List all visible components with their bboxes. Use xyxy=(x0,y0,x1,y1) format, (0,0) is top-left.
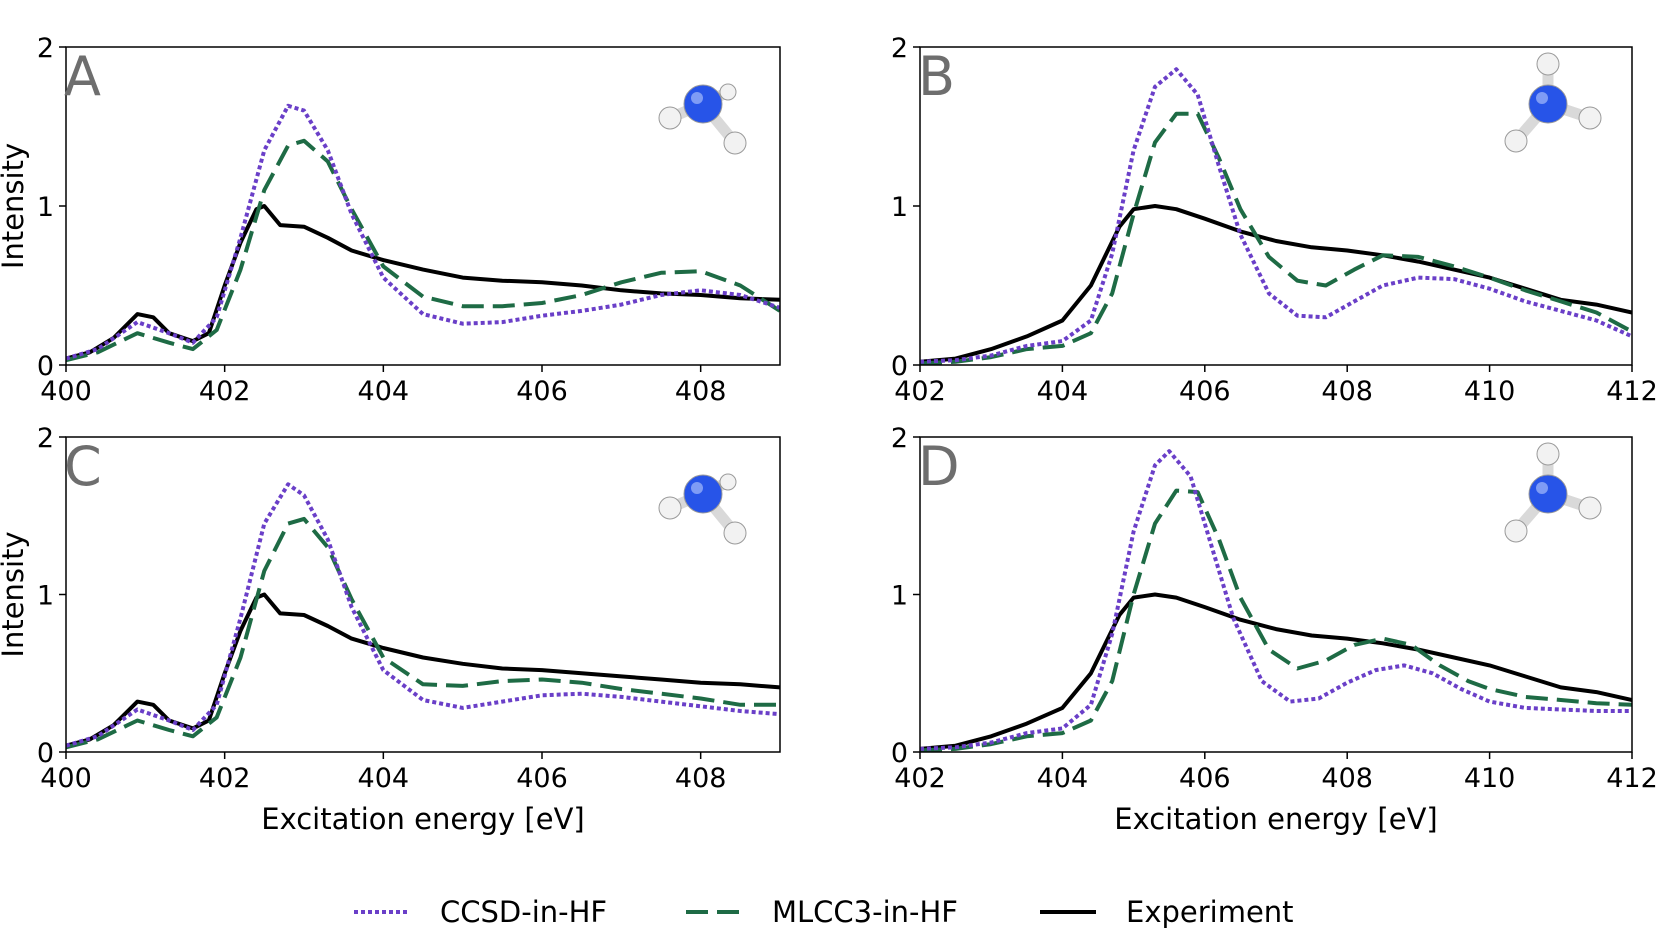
x-tick-label: 404 xyxy=(1037,376,1089,407)
nitrogen-highlight xyxy=(691,92,703,104)
nitrogen-highlight xyxy=(691,482,703,494)
axes-frame xyxy=(919,436,1633,753)
series-line-ccsd-in-hf xyxy=(920,67,1632,364)
series-line-mlcc3-in-hf xyxy=(66,138,780,363)
panel-c: 400 402 404 406 408 0 1 2 Intensity Excitation en… xyxy=(0,423,781,836)
x-tick-label: 408 xyxy=(1321,376,1373,407)
hydrogen-atom xyxy=(1504,519,1528,543)
legend-item-mlcc3-in-hf: MLCC3-in-HF xyxy=(686,895,958,929)
hydrogen-atom xyxy=(719,83,737,101)
legend-item-ccsd-in-hf: CCSD-in-HF xyxy=(354,895,607,929)
nitrogen-highlight xyxy=(1536,92,1548,104)
legend-label: CCSD-in-HF xyxy=(440,895,607,929)
panel-letter: B xyxy=(918,45,955,108)
series-line-mlcc3-in-hf xyxy=(920,488,1632,752)
nitrogen-atom xyxy=(683,84,723,124)
x-tick-label: 406 xyxy=(516,376,568,407)
legend-item-experiment: Experiment xyxy=(1040,895,1294,929)
molecule-image xyxy=(658,83,747,155)
series-group xyxy=(920,449,1632,752)
y-tick-label: 2 xyxy=(891,33,908,64)
y-tick-label: 0 xyxy=(891,738,908,769)
series-line-ccsd-in-hf xyxy=(66,482,780,748)
series-group xyxy=(66,482,780,750)
y-tick-label: 0 xyxy=(37,738,54,769)
x-tick-label: 412 xyxy=(1606,376,1658,407)
x-tick-label: 400 xyxy=(40,376,92,407)
legend: CCSD-in-HF MLCC3-in-HF Experiment xyxy=(354,895,1294,929)
hydrogen-atom xyxy=(1578,496,1602,520)
axes-frame xyxy=(65,436,781,753)
series-line-experiment xyxy=(920,592,1632,751)
panel-b: 402 404 406 408 410 412 0 1 2 B xyxy=(891,33,1658,407)
x-tick-label: 406 xyxy=(1179,376,1231,407)
axes-frame xyxy=(65,46,781,366)
hydrogen-atom xyxy=(1536,442,1560,466)
nitrogen-atom xyxy=(1528,474,1568,514)
y-tick-label: 2 xyxy=(891,423,908,454)
series-line-mlcc3-in-hf xyxy=(920,111,1632,365)
molecule-image xyxy=(1504,442,1602,543)
x-tick-label: 402 xyxy=(894,376,946,407)
x-tick-label: 402 xyxy=(199,763,251,794)
y-tick-label: 1 xyxy=(891,581,908,612)
series-group xyxy=(920,67,1632,365)
y-axis-label: Intensity xyxy=(0,531,30,657)
series-line-experiment xyxy=(66,592,780,748)
x-tick-label: 406 xyxy=(516,763,568,794)
y-tick-label: 1 xyxy=(37,192,54,223)
y-tick-label: 2 xyxy=(37,33,54,64)
hydrogen-atom xyxy=(723,521,747,545)
x-tick-label: 404 xyxy=(358,763,410,794)
nitrogen-highlight xyxy=(1536,482,1548,494)
y-tick-label: 0 xyxy=(891,351,908,382)
panel-letter: D xyxy=(918,435,960,498)
x-tick-label: 408 xyxy=(675,376,727,407)
hydrogen-atom xyxy=(1578,106,1602,130)
y-axis-label: Intensity xyxy=(0,143,30,269)
series-group xyxy=(66,103,780,363)
panel-letter: C xyxy=(64,435,102,498)
y-tick-label: 1 xyxy=(37,581,54,612)
x-tick-label: 408 xyxy=(675,763,727,794)
x-axis-label: Excitation energy [eV] xyxy=(1114,802,1437,836)
series-line-experiment xyxy=(920,204,1632,364)
panel-letter: A xyxy=(64,45,101,108)
series-line-mlcc3-in-hf xyxy=(66,516,780,750)
x-tick-label: 410 xyxy=(1464,376,1516,407)
hydrogen-atom xyxy=(719,473,737,491)
hydrogen-atom xyxy=(723,131,747,155)
hydrogen-atom xyxy=(658,106,682,130)
x-tick-label: 410 xyxy=(1464,763,1516,794)
nitrogen-atom xyxy=(683,474,723,514)
series-line-experiment xyxy=(66,204,780,361)
x-tick-label: 402 xyxy=(894,763,946,794)
hydrogen-atom xyxy=(658,496,682,520)
x-tick-label: 404 xyxy=(1037,763,1089,794)
legend-label: Experiment xyxy=(1126,895,1294,929)
x-tick-label: 402 xyxy=(199,376,251,407)
y-tick-label: 1 xyxy=(891,192,908,223)
axes-frame xyxy=(919,46,1633,366)
legend-label: MLCC3-in-HF xyxy=(772,895,958,929)
x-tick-label: 412 xyxy=(1606,763,1658,794)
x-tick-label: 406 xyxy=(1179,763,1231,794)
y-tick-label: 2 xyxy=(37,423,54,454)
molecule-image xyxy=(658,473,747,545)
series-line-ccsd-in-hf xyxy=(920,449,1632,751)
y-tick-label: 0 xyxy=(37,351,54,382)
panel-d: 402 404 406 408 410 412 0 1 2 Excitation energy [… xyxy=(891,423,1658,836)
hydrogen-atom xyxy=(1536,52,1560,76)
x-tick-label: 404 xyxy=(358,376,410,407)
panel-a: 400 402 404 406 408 0 1 2 Intensity A xyxy=(0,33,781,407)
molecule-image xyxy=(1504,52,1602,153)
x-tick-label: 400 xyxy=(40,763,92,794)
hydrogen-atom xyxy=(1504,129,1528,153)
nitrogen-atom xyxy=(1528,84,1568,124)
x-tick-label: 408 xyxy=(1321,763,1373,794)
series-line-ccsd-in-hf xyxy=(66,103,780,361)
x-axis-label: Excitation energy [eV] xyxy=(261,802,584,836)
